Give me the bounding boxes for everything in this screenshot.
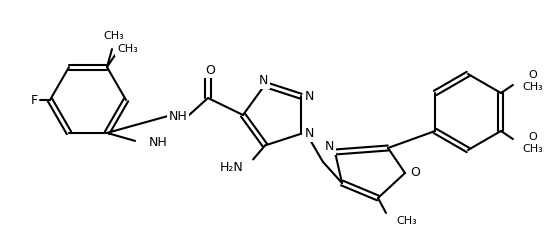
Text: O
CH₃: O CH₃	[522, 70, 543, 92]
Text: F: F	[30, 93, 38, 106]
Text: O
CH₃: O CH₃	[522, 132, 543, 154]
Text: H₂N: H₂N	[219, 161, 243, 174]
Text: N: N	[305, 127, 314, 140]
Text: O: O	[205, 63, 215, 76]
Text: O: O	[410, 166, 420, 180]
Text: N: N	[258, 74, 268, 87]
Text: N: N	[324, 141, 334, 154]
Text: CH₃: CH₃	[117, 44, 138, 54]
Text: CH₃: CH₃	[104, 31, 125, 41]
Text: CH₃: CH₃	[396, 216, 417, 226]
Text: N: N	[305, 90, 314, 103]
Text: NH: NH	[168, 110, 187, 123]
Text: NH: NH	[149, 136, 168, 149]
